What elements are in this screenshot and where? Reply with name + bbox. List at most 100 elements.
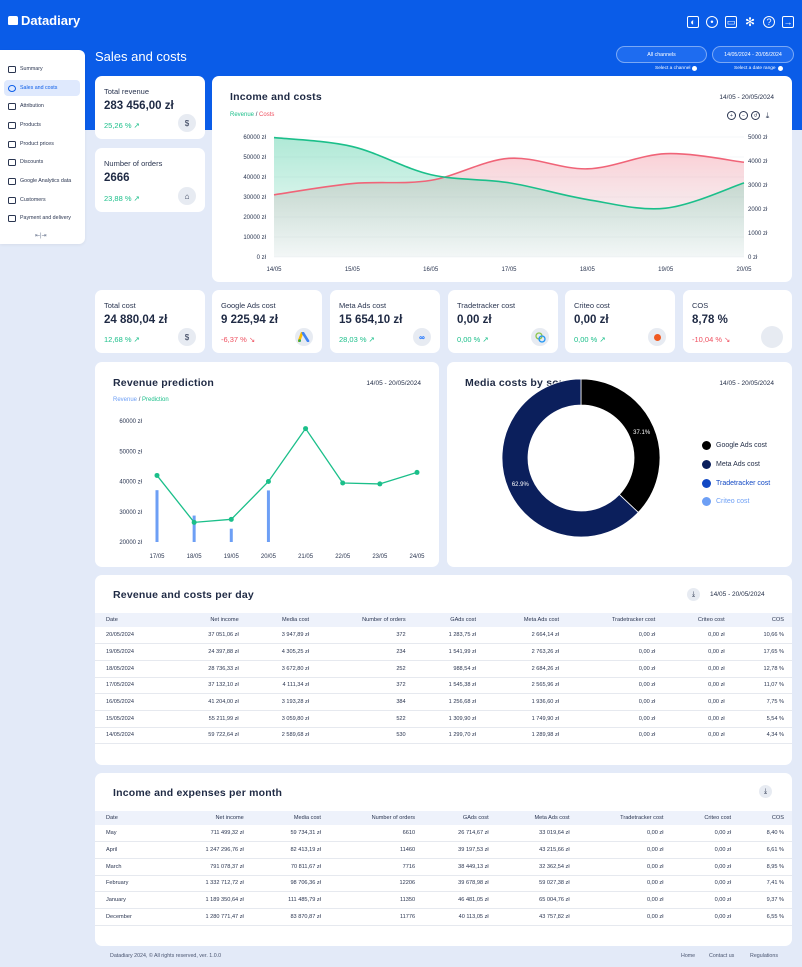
zoom-in-icon[interactable]: + [727,111,736,120]
download-icon[interactable]: ⤓ [687,588,700,601]
date-range-select[interactable]: 14/05/2024 - 20/05/2024 [712,46,794,63]
footer-link-regulations[interactable]: Regulations [750,953,778,959]
google-ads-icon [295,328,313,346]
x-tick-label: 19/05 [658,267,674,273]
channel-select[interactable]: All channels [616,46,707,63]
legend-google-ads[interactable]: Google Ads cost [702,441,767,450]
column-header[interactable]: GAds cost [423,811,497,825]
download-icon[interactable]: ⤓ [765,110,770,120]
table-cell: 0,00 zł [671,825,740,843]
table-cell: 0,00 zł [577,825,672,843]
column-header[interactable]: Meta Ads cost [496,811,578,825]
sidebar-item-products[interactable]: Products [4,117,80,133]
kpi-value: 0,00 zł [457,314,492,326]
x-tick-label: 23/05 [372,554,388,560]
user-icon[interactable]: • [706,16,718,28]
daily-table: Date Net income Media cost Number of orders… [95,613,792,745]
x-tick-label: 19/05 [224,554,240,560]
zoom-out-icon[interactable]: − [739,111,748,120]
reset-icon[interactable]: ↺ [751,111,760,120]
column-header[interactable]: Meta Ads cost [484,613,568,627]
column-header[interactable]: Net income [165,811,252,825]
y-tick-label: 40000 zł [243,175,266,181]
sidebar-item-google-analytics[interactable]: Google Analytics data [4,173,80,189]
sidebar-item-payment-delivery[interactable]: Payment and delivery [4,210,80,226]
legend-meta-ads[interactable]: Meta Ads cost [702,460,760,469]
legend-tradetracker[interactable]: Tradetracker cost [702,479,770,488]
sidebar-item-summary[interactable]: Summary [4,61,80,77]
y-tick-label: 20000 zł [243,215,266,221]
attribution-icon [8,102,16,110]
store-icon[interactable]: ▭ [725,16,737,28]
column-header[interactable]: Media cost [251,811,329,825]
legend-criteo[interactable]: Criteo cost [702,497,749,506]
column-header[interactable]: Date [95,613,172,627]
table-row: 15/05/2024 55 211,99 zł 3 059,80 zł 522 1 30… [95,710,792,728]
chart-date: 14/05 - 20/05/2024 [719,94,774,101]
table-row: 18/05/2024 28 736,33 zł 3 672,80 zł 252 988,… [95,660,792,678]
kpi-total-cost: Total cost 24 880,04 zł 12,68 % ↗ $ [95,290,205,353]
table-cell: 2 664,14 zł [484,627,568,645]
footer-link-contact[interactable]: Contact us [709,953,735,959]
table-row: January 1 189 350,64 zł 111 485,79 zł 11350… [95,891,792,909]
table-cell: 372 [317,627,414,645]
table-cell: 20/05/2024 [95,627,172,645]
sidebar-item-discounts[interactable]: Discounts [4,154,80,170]
kpi-title: Criteo cost [574,301,610,310]
kpi-delta: 28,03 % ↗ [339,335,375,344]
settings-icon[interactable]: ✻ [744,15,756,29]
table-cell: 17,65 % [732,643,792,661]
column-header[interactable]: Date [95,811,166,825]
table-cell: 1 299,70 zł [413,727,485,745]
table-row: March 791 078,37 zł 70 811,67 zł 7716 38 449… [95,858,792,876]
sidebar-item-sales-and-costs[interactable]: Sales and costs [4,80,80,96]
app-logo[interactable]: Datadiary [8,13,80,28]
table-cell: 43 757,82 zł [496,908,578,926]
collapse-sidebar-icon[interactable]: ⇤|⇥ [35,233,47,239]
trend-up-icon: ↗ [133,121,140,130]
column-header[interactable]: Criteo cost [663,613,733,627]
y2-tick-label: 5000 zł [748,135,768,141]
column-header[interactable]: COS [732,613,792,627]
y-tick-label: 60000 zł [119,419,142,425]
download-icon[interactable]: ⤓ [759,785,772,798]
x-tick-label: 14/05 [266,267,282,273]
customers-icon [8,196,16,204]
column-header[interactable]: Tradetracker cost [567,613,664,627]
prediction-point [340,480,346,486]
kpi-delta: -6,37 % ↘ [221,335,256,344]
column-header[interactable]: COS [739,811,792,825]
column-header[interactable]: Net income [171,613,247,627]
help-icon[interactable]: ? [763,16,775,28]
table-cell: 70 811,67 zł [251,858,329,876]
table-cell: 41 204,00 zł [171,693,247,711]
column-header[interactable]: Number of orders [317,613,414,627]
sidebar-item-customers[interactable]: Customers [4,192,80,208]
table-cell: 82 413,19 zł [251,841,329,859]
prediction-point [414,469,420,475]
kpi-google-ads: Google Ads cost 9 225,94 zł -6,37 % ↘ [212,290,322,353]
table-cell: 32 362,54 zł [496,858,578,876]
trend-up-icon: ↗ [133,335,140,344]
column-header[interactable]: GAds cost [413,613,485,627]
donut-slice [501,378,639,538]
table-cell: 0,00 zł [577,875,672,893]
table-cell: 0,00 zł [663,710,733,728]
revenue-line [273,136,745,210]
footer-link-home[interactable]: Home [681,953,696,959]
column-header[interactable]: Number of orders [328,811,424,825]
logout-icon[interactable]: → [782,16,794,28]
table-cell: 98 706,36 zł [251,875,329,893]
table-date: 14/05 - 20/05/2024 [710,591,765,598]
kpi-tradetracker: Tradetracker cost 0,00 zł 0,00 % ↗ [448,290,558,353]
toggle-icon[interactable]: ◐ [687,16,699,28]
y-tick-label: 10000 zł [243,235,266,241]
sidebar-item-product-prices[interactable]: Product prices [4,136,80,152]
table-cell: 2 589,68 zł [246,727,318,745]
column-header[interactable]: Tradetracker cost [577,811,672,825]
donut-label: 62.9% [512,482,530,488]
sidebar-item-attribution[interactable]: Attribution [4,98,80,114]
table-cell: 11350 [328,891,424,909]
column-header[interactable]: Criteo cost [671,811,740,825]
column-header[interactable]: Media cost [246,613,318,627]
